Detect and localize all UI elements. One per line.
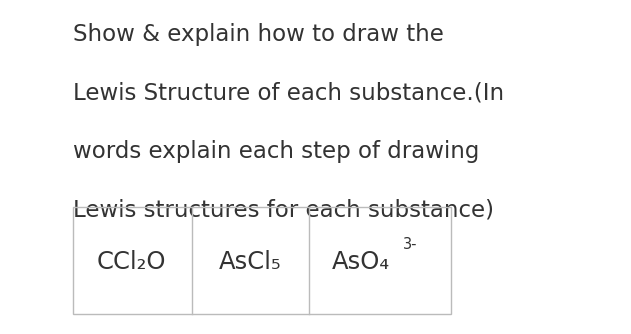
- Text: Lewis structures for each substance): Lewis structures for each substance): [73, 199, 493, 222]
- Text: AsCl₅: AsCl₅: [218, 250, 281, 274]
- Bar: [73, 207, 451, 314]
- Text: 3-: 3-: [403, 237, 417, 252]
- Text: Show & explain how to draw the: Show & explain how to draw the: [73, 23, 444, 46]
- Text: CCl₂O: CCl₂O: [97, 250, 166, 274]
- Text: AsO₄: AsO₄: [332, 250, 390, 274]
- Text: Lewis Structure of each substance.(In: Lewis Structure of each substance.(In: [73, 82, 504, 105]
- Text: words explain each step of drawing: words explain each step of drawing: [73, 140, 479, 163]
